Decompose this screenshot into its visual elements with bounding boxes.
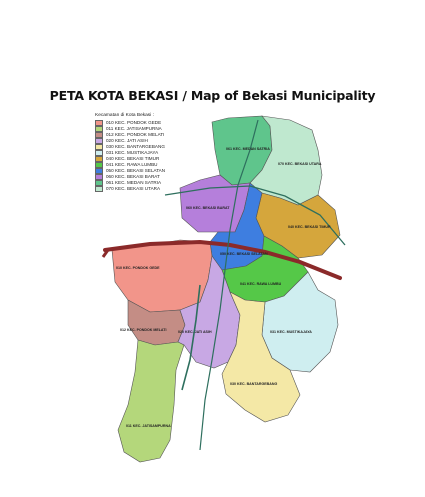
label-pondok-melati: 012 KEC. PONDOK MELATI — [120, 328, 167, 332]
label-bekasi-timur: 040 KEC. BEKASI TIMUR — [288, 225, 331, 229]
legend-swatch — [95, 125, 103, 132]
legend-item: 012 KEC. PONDOK MELATI — [95, 131, 165, 138]
district-jatisampurna[interactable] — [117, 339, 185, 463]
label-bekasi-barat: 060 KEC. BEKASI BARAT — [186, 206, 230, 210]
label-bekasi-utara: 070 KEC. BEKASI UTARA — [278, 162, 322, 166]
legend-swatch — [95, 131, 103, 138]
label-bekasi-selatan: 050 KEC. BEKASI SELATAN — [220, 252, 268, 256]
legend-item: 040 KEC. BEKASI TIMUR — [95, 155, 165, 162]
legend-item: 010 KEC. PONDOK GEDE — [95, 119, 165, 126]
label-pondok-gede: 010 KEC. PONDOK GEDE — [116, 266, 160, 270]
legend-label: 050 KEC. BEKASI SELATAN — [106, 167, 166, 173]
legend-label: 060 KEC. BEKASI BARAT — [106, 173, 160, 179]
railway-line — [164, 185, 346, 246]
label-medan-satria: 061 KEC. MEDAN SATRIA — [226, 147, 270, 151]
legend-swatch — [95, 185, 103, 192]
legend-swatch — [95, 173, 103, 180]
legend-swatch — [95, 119, 103, 126]
legend-swatch — [95, 155, 103, 162]
legend-label: 030 KEC. BANTARGEBANG — [106, 143, 165, 149]
legend-swatch — [95, 161, 103, 168]
legend-item: 020 KEC. JATI ASIH — [95, 137, 165, 144]
legend-heading: Kecamatan di Kota Bekasi : — [95, 113, 154, 118]
legend-label: 012 KEC. PONDOK MELATI — [106, 131, 165, 137]
legend-item: 011 KEC. JATISAMPURNA — [95, 125, 165, 132]
toll-road-spur — [101, 249, 110, 258]
legend-label: 040 KEC. BEKASI TIMUR — [106, 155, 160, 161]
map-legend: Kecamatan di Kota Bekasi : 010 KEC. POND… — [95, 113, 165, 192]
river-kali-bekasi — [199, 119, 259, 451]
legend-item: 061 KEC. MEDAN SATRIA — [95, 179, 165, 186]
legend-label: 011 KEC. JATISAMPURNA — [106, 125, 162, 131]
legend-label: 020 KEC. JATI ASIH — [106, 137, 148, 143]
legend-item: 031 KEC. MUSTIKAJAYA — [95, 149, 165, 156]
legend-swatch — [95, 167, 103, 174]
toll-road-west — [103, 239, 342, 280]
label-bantargebang: 030 KEC. BANTARGEBANG — [230, 382, 278, 386]
legend-label: 070 KEC. BEKASI UTARA — [106, 185, 161, 191]
legend-swatch — [95, 149, 103, 156]
legend-item: 030 KEC. BANTARGEBANG — [95, 143, 165, 150]
map-title: PETA KOTA BEKASI / Map of Bekasi Municip… — [49, 88, 376, 103]
label-rawa-lumbu: 041 KEC. RAWA LUMBU — [240, 282, 282, 286]
secondary-road — [181, 284, 201, 391]
legend-label: 061 KEC. MEDAN SATRIA — [106, 179, 162, 185]
legend-item: 050 KEC. BEKASI SELATAN — [95, 167, 166, 174]
label-jatisampurna: 011 KEC. JATISAMPURNA — [126, 424, 171, 428]
legend-item: 041 KEC. RAWA LUMBU — [95, 161, 165, 168]
legend-swatch — [95, 137, 103, 144]
district-bantargebang[interactable] — [221, 291, 301, 423]
legend-label: 031 KEC. MUSTIKAJAYA — [106, 149, 159, 155]
legend-label: 010 KEC. PONDOK GEDE — [106, 119, 162, 125]
label-jati-asih: 020 KEC. JATI ASIH — [178, 330, 212, 334]
legend-item: 060 KEC. BEKASI BARAT — [95, 173, 165, 180]
legend-item: 070 KEC. BEKASI UTARA — [95, 185, 165, 192]
legend-swatch — [95, 179, 103, 186]
district-pondok-gede[interactable] — [111, 239, 213, 313]
legend-label: 041 KEC. RAWA LUMBU — [106, 161, 158, 167]
label-mustikajaya: 031 KEC. MUSTIKAJAYA — [270, 330, 312, 334]
legend-swatch — [95, 143, 103, 150]
